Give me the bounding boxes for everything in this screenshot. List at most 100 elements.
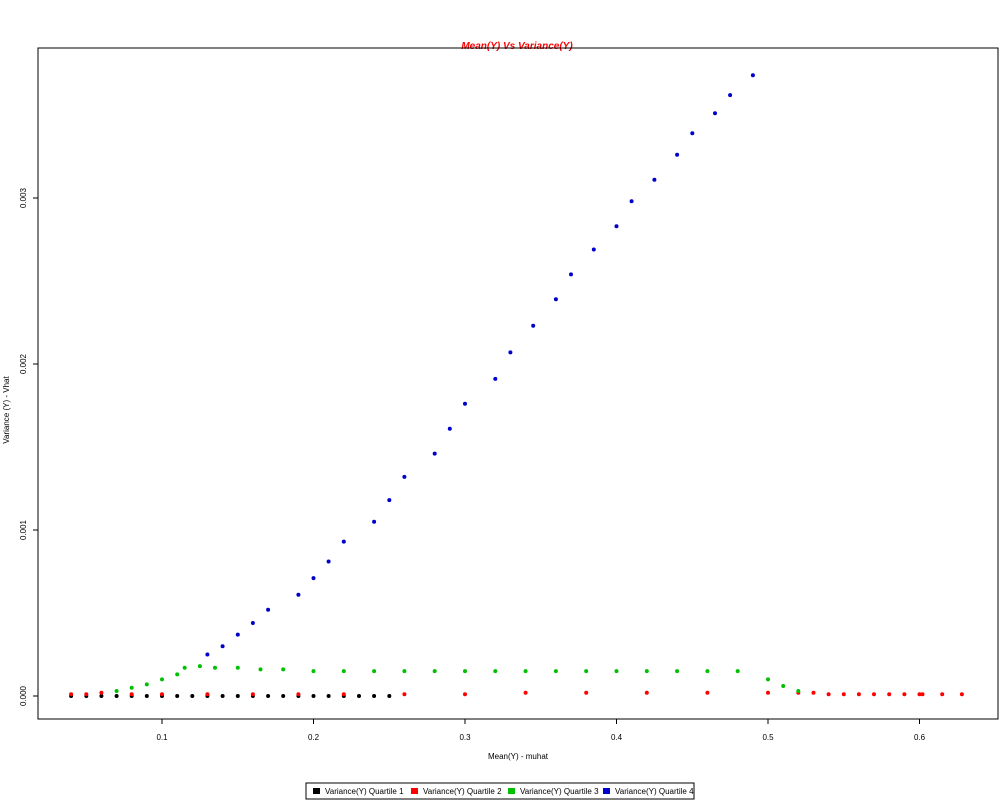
legend-label: Variance(Y) Quartile 1 bbox=[325, 787, 404, 796]
data-point bbox=[311, 669, 316, 674]
data-point bbox=[326, 694, 331, 698]
y-tick-label: 0.001 bbox=[19, 519, 28, 540]
data-point bbox=[811, 690, 816, 695]
data-point bbox=[213, 665, 217, 670]
data-points bbox=[69, 73, 964, 698]
x-tick-label: 0.3 bbox=[459, 733, 471, 742]
legend-label: Variance(Y) Quartile 3 bbox=[520, 787, 599, 796]
data-point bbox=[99, 690, 104, 695]
data-point bbox=[841, 692, 846, 697]
data-point bbox=[281, 694, 286, 698]
data-point bbox=[463, 692, 467, 697]
data-point bbox=[463, 669, 467, 674]
data-point bbox=[463, 401, 467, 406]
data-point bbox=[887, 692, 892, 697]
data-point bbox=[766, 690, 770, 695]
data-point bbox=[296, 692, 301, 697]
data-point bbox=[114, 694, 119, 698]
data-point bbox=[644, 669, 649, 674]
data-point bbox=[432, 669, 437, 674]
data-point bbox=[750, 73, 755, 78]
data-point bbox=[766, 677, 770, 682]
data-point bbox=[644, 690, 649, 695]
x-tick-label: 0.1 bbox=[156, 733, 168, 742]
data-point bbox=[493, 376, 498, 381]
data-point bbox=[523, 669, 528, 674]
data-point bbox=[205, 652, 210, 657]
data-point bbox=[826, 692, 831, 697]
data-point bbox=[250, 621, 255, 625]
data-point bbox=[735, 669, 740, 674]
x-axis-label: Mean(Y) - muhat bbox=[488, 752, 549, 761]
data-point bbox=[357, 694, 361, 698]
data-point bbox=[531, 323, 536, 328]
data-point bbox=[856, 692, 861, 697]
data-point bbox=[175, 672, 180, 677]
data-point bbox=[129, 692, 134, 697]
data-point bbox=[402, 692, 407, 697]
data-point bbox=[629, 199, 634, 204]
data-point bbox=[296, 592, 301, 597]
data-point bbox=[311, 694, 316, 698]
data-point bbox=[402, 474, 407, 479]
data-point bbox=[569, 272, 573, 277]
series-2 bbox=[69, 690, 964, 697]
data-point bbox=[781, 684, 786, 688]
data-point bbox=[920, 692, 925, 697]
data-point bbox=[614, 669, 619, 674]
y-axis-label: Variance (Y) - Vhat bbox=[2, 376, 11, 444]
plot-frame bbox=[37, 47, 999, 720]
data-point bbox=[266, 607, 271, 612]
legend-label: Variance(Y) Quartile 2 bbox=[423, 787, 502, 796]
data-point bbox=[584, 669, 589, 674]
data-point bbox=[341, 539, 346, 544]
data-point bbox=[675, 669, 680, 674]
data-point bbox=[144, 682, 149, 687]
data-point bbox=[584, 690, 589, 695]
legend-swatch bbox=[411, 788, 418, 794]
data-point bbox=[235, 694, 240, 698]
data-point bbox=[553, 669, 558, 674]
data-point bbox=[129, 685, 134, 690]
data-point bbox=[258, 667, 263, 672]
data-point bbox=[250, 692, 255, 697]
legend-box bbox=[305, 782, 695, 800]
data-point bbox=[872, 692, 876, 697]
x-tick-label: 0.6 bbox=[914, 733, 926, 742]
legend-swatch bbox=[603, 788, 610, 794]
data-point bbox=[705, 690, 710, 695]
data-point bbox=[372, 519, 377, 524]
data-point bbox=[493, 669, 498, 674]
y-tick-label: 0.002 bbox=[19, 353, 28, 374]
data-point bbox=[940, 692, 945, 697]
data-point bbox=[902, 692, 907, 697]
series-3 bbox=[114, 664, 801, 693]
data-point bbox=[917, 692, 922, 697]
data-point bbox=[614, 224, 619, 229]
data-point bbox=[311, 576, 316, 581]
data-point bbox=[959, 692, 964, 697]
data-point bbox=[197, 664, 202, 669]
data-point bbox=[372, 669, 377, 674]
data-point bbox=[99, 694, 104, 698]
data-point bbox=[144, 694, 149, 698]
x-tick-label: 0.4 bbox=[611, 733, 623, 742]
data-point bbox=[705, 669, 710, 674]
y-tick-label: 0.000 bbox=[19, 685, 28, 706]
chart-title: Mean(Y) Vs Variance(Y) bbox=[461, 41, 573, 52]
legend-label: Variance(Y) Quartile 4 bbox=[615, 787, 694, 796]
data-point bbox=[591, 247, 596, 252]
data-point bbox=[402, 669, 407, 674]
data-point bbox=[553, 297, 558, 302]
data-point bbox=[235, 665, 240, 670]
data-point bbox=[341, 669, 346, 674]
x-tick-label: 0.2 bbox=[308, 733, 320, 742]
x-tick-label: 0.5 bbox=[762, 733, 774, 742]
legend-swatch bbox=[313, 788, 320, 794]
data-point bbox=[190, 694, 195, 698]
data-point bbox=[372, 694, 377, 698]
data-point bbox=[675, 152, 680, 157]
data-point bbox=[69, 692, 74, 697]
data-point bbox=[523, 690, 528, 695]
data-point bbox=[796, 689, 801, 693]
